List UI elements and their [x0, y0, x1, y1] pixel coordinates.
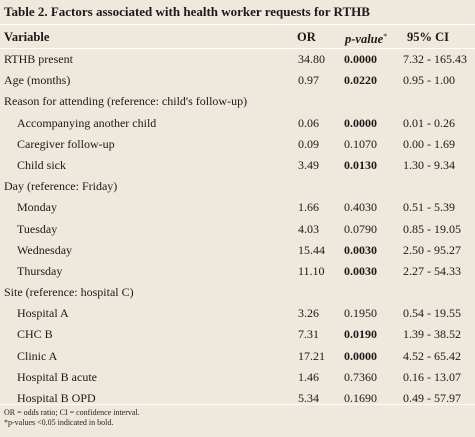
- header-ci: 95% CI: [407, 30, 450, 44]
- cell-or: 0.97: [298, 73, 319, 88]
- table-title: Table 2. Factors associated with health …: [0, 0, 475, 25]
- cell-ci: 0.00 - 1.69: [403, 136, 455, 151]
- cell-variable: Hospital B OPD: [17, 391, 96, 405]
- cell-p-value: 0.0000: [344, 348, 377, 363]
- footnote-abbreviations: OR = odds ratio; CI = confidence interva…: [4, 408, 140, 417]
- cell-p-value: 0.0220: [344, 73, 377, 88]
- cell-p-value: 0.0030: [344, 263, 377, 278]
- cell-variable: Hospital B acute: [17, 369, 97, 384]
- cell-or: 3.26: [298, 306, 319, 321]
- header-or: OR: [297, 30, 316, 44]
- cell-ci: 0.01 - 0.26: [403, 115, 455, 130]
- cell-variable: Site (reference: hospital C): [4, 285, 134, 300]
- cell-ci: 2.27 - 54.33: [403, 263, 461, 278]
- cell-or: 3.49: [298, 157, 319, 172]
- cell-ci: 0.51 - 5.39: [403, 200, 455, 215]
- table-row: Reason for attending (reference: child's…: [0, 91, 475, 112]
- cell-ci: 0.95 - 1.00: [403, 73, 455, 88]
- cell-variable: Wednesday: [17, 242, 73, 257]
- cell-or: 0.06: [298, 115, 319, 130]
- cell-ci: 7.32 - 165.43: [403, 52, 467, 66]
- cell-or: 15.44: [298, 242, 325, 257]
- cell-ci: 2.50 - 95.27: [403, 242, 461, 257]
- cell-variable: Clinic A: [17, 348, 58, 363]
- table-row: CHC B 7.31 0.0190 1.39 - 38.52: [0, 324, 475, 345]
- cell-or: 5.34: [298, 391, 319, 405]
- cell-p-value: 0.4030: [344, 200, 377, 215]
- cell-ci: 4.52 - 65.42: [403, 348, 461, 363]
- cell-or: 1.46: [298, 369, 319, 384]
- cell-variable: Monday: [17, 200, 57, 215]
- table-row: Hospital B acute 1.46 0.7360 0.16 - 13.07: [0, 367, 475, 388]
- table-body: RTHB present 34.80 0.0000 7.32 - 165.43 Age …: [0, 49, 475, 409]
- table-row: Caregiver follow-up 0.09 0.1070 0.00 - 1.69: [0, 134, 475, 155]
- cell-ci: 0.49 - 57.97: [403, 391, 461, 405]
- table-row: RTHB present 34.80 0.0000 7.32 - 165.43: [0, 49, 475, 70]
- cell-or: 0.09: [298, 136, 319, 151]
- cell-p-value: 0.1690: [344, 391, 377, 405]
- table-row: Tuesday 4.03 0.0790 0.85 - 19.05: [0, 219, 475, 240]
- cell-p-value: 0.7360: [344, 369, 377, 384]
- cell-or: 17.21: [298, 348, 325, 363]
- cell-p-value: 0.1070: [344, 136, 377, 151]
- cell-variable: RTHB present: [4, 52, 73, 66]
- cell-ci: 1.39 - 38.52: [403, 327, 461, 342]
- table-row: Child sick 3.49 0.0130 1.30 - 9.34: [0, 155, 475, 176]
- table-row: Thursday 11.10 0.0030 2.27 - 54.33: [0, 261, 475, 282]
- cell-p-value: 0.0190: [344, 327, 377, 342]
- cell-variable: Thursday: [17, 263, 63, 278]
- cell-ci: 0.54 - 19.55: [403, 306, 461, 321]
- header-p-value: p-value*: [345, 25, 387, 51]
- cell-p-value: 0.0030: [344, 242, 377, 257]
- table-row: Wednesday 15.44 0.0030 2.50 - 95.27: [0, 240, 475, 261]
- cell-variable: Child sick: [17, 157, 67, 172]
- table-row: Hospital B OPD 5.34 0.1690 0.49 - 57.97: [0, 388, 475, 409]
- cell-variable: CHC B: [17, 327, 53, 342]
- table-row: Day (reference: Friday): [0, 176, 475, 197]
- cell-variable: Age (months): [4, 73, 71, 88]
- cell-ci: 0.85 - 19.05: [403, 221, 461, 236]
- header-p-footnote-mark: *: [383, 32, 388, 41]
- cell-or: 4.03: [298, 221, 319, 236]
- cell-p-value: 0.0000: [344, 52, 377, 66]
- cell-ci: 0.16 - 13.07: [403, 369, 461, 384]
- cell-p-value: 0.0000: [344, 115, 377, 130]
- cell-variable: Accompanying another child: [17, 115, 157, 130]
- cell-or: 11.10: [298, 263, 325, 278]
- footnote-significance: *p-values <0.05 indicated in bold.: [4, 417, 114, 427]
- table-footnotes: OR = odds ratio; CI = confidence interva…: [4, 408, 140, 427]
- header-p-label: p-value: [345, 32, 384, 46]
- cell-or: 34.80: [298, 52, 325, 66]
- table-row: Age (months) 0.97 0.0220 0.95 - 1.00: [0, 70, 475, 91]
- table-row: Site (reference: hospital C): [0, 282, 475, 303]
- cell-p-value: 0.0130: [344, 157, 377, 172]
- cell-variable: Caregiver follow-up: [17, 136, 115, 151]
- cell-or: 7.31: [298, 327, 319, 342]
- table-row: Hospital A 3.26 0.1950 0.54 - 19.55: [0, 303, 475, 324]
- cell-variable: Day (reference: Friday): [4, 179, 118, 194]
- table-row: Accompanying another child 0.06 0.0000 0.01…: [0, 113, 475, 134]
- cell-variable: Hospital A: [17, 306, 69, 321]
- cell-p-value: 0.1950: [344, 306, 377, 321]
- table-header-row: Variable OR p-value* 95% CI: [0, 25, 475, 49]
- cell-or: 1.66: [298, 200, 319, 215]
- table-bottom-rule: [0, 404, 475, 405]
- cell-ci: 1.30 - 9.34: [403, 157, 455, 172]
- cell-p-value: 0.0790: [344, 221, 377, 236]
- cell-variable: Tuesday: [17, 221, 58, 236]
- header-variable: Variable: [4, 30, 50, 44]
- cell-variable: Reason for attending (reference: child's…: [4, 94, 248, 109]
- table-row: Clinic A 17.21 0.0000 4.52 - 65.42: [0, 346, 475, 367]
- table-row: Monday 1.66 0.4030 0.51 - 5.39: [0, 197, 475, 218]
